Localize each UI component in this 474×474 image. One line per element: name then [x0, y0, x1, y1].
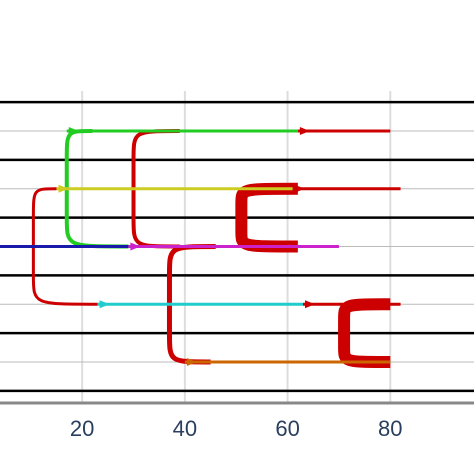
segment-arrow	[68, 127, 79, 135]
x-tick-label: 60	[275, 416, 299, 441]
link	[31, 187, 98, 306]
x-tick-label: 40	[173, 416, 197, 441]
segment-arrow	[299, 127, 310, 135]
segment-arrow	[304, 300, 315, 309]
segment-arrow	[99, 300, 110, 309]
x-tick-label: 80	[378, 416, 402, 441]
segment-arrow	[186, 358, 197, 366]
x-tick-label: 20	[70, 416, 94, 441]
segment-arrow	[294, 184, 305, 193]
segment-arrow	[58, 184, 69, 193]
segment-arrow	[130, 242, 141, 251]
